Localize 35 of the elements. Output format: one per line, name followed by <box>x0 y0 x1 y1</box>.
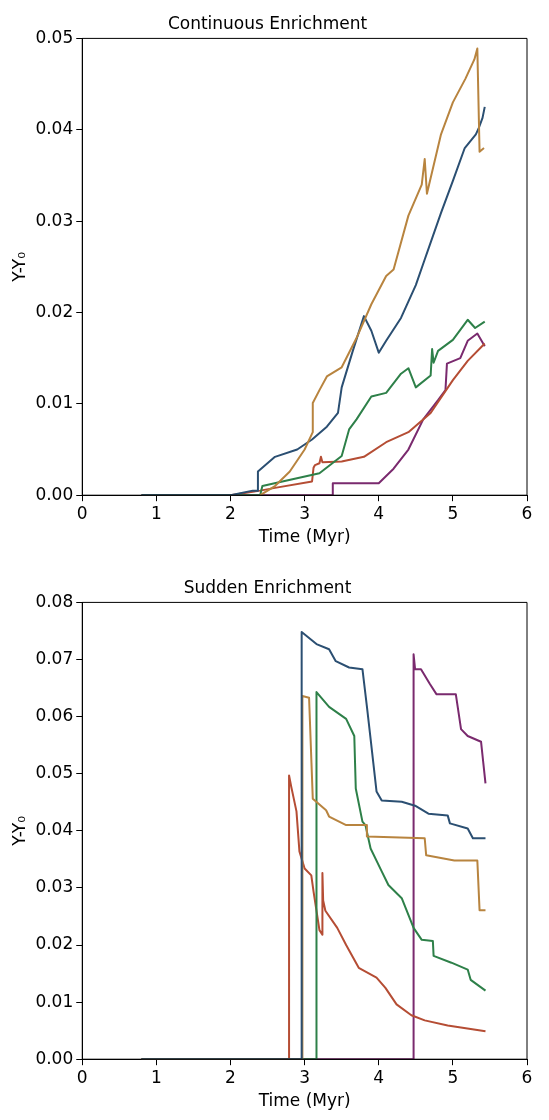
y-tick-label: 0.04 <box>35 118 74 139</box>
x-tick-label: 1 <box>150 502 162 523</box>
x-axis-title: Time (Myr) <box>257 526 351 547</box>
y-tick-label: 0.08 <box>35 590 74 611</box>
chart-title: Continuous Enrichment <box>167 12 368 33</box>
x-tick-label: 4 <box>373 502 385 523</box>
x-tick-label: 1 <box>150 1066 162 1087</box>
y-tick-label: 0.01 <box>35 392 74 413</box>
y-tick-label: 0.01 <box>35 990 74 1011</box>
x-tick-label: 6 <box>521 502 533 523</box>
x-tick-label: 3 <box>299 1066 311 1087</box>
x-tick-label: 0 <box>76 502 88 523</box>
y-axis-title: Y-Y₀ <box>8 815 29 847</box>
y-tick-label: 0.06 <box>35 705 74 726</box>
x-tick-label: 2 <box>225 1066 236 1087</box>
y-tick-label: 0.05 <box>35 762 74 783</box>
y-tick-label: 0.02 <box>35 933 74 954</box>
x-tick-label: 5 <box>447 1066 459 1087</box>
y-tick-label: 0.05 <box>35 26 74 47</box>
x-tick-label: 3 <box>299 502 311 523</box>
x-tick-label: 5 <box>447 502 459 523</box>
y-tick-label: 0.03 <box>35 209 74 230</box>
x-tick-label: 2 <box>225 502 236 523</box>
y-tick-label: 0.02 <box>35 300 74 321</box>
y-tick-label: 0.07 <box>35 647 74 668</box>
x-tick-label: 6 <box>521 1066 533 1087</box>
x-tick-label: 4 <box>373 1066 385 1087</box>
y-tick-label: 0.00 <box>35 1047 74 1068</box>
y-tick-label: 0.00 <box>35 483 74 504</box>
y-tick-label: 0.04 <box>35 819 74 840</box>
y-axis-title: Y-Y₀ <box>8 251 29 283</box>
chart-title: Sudden Enrichment <box>183 576 352 597</box>
y-tick-label: 0.03 <box>35 876 74 897</box>
x-axis-title: Time (Myr) <box>257 1090 351 1111</box>
x-tick-label: 0 <box>76 1066 88 1087</box>
